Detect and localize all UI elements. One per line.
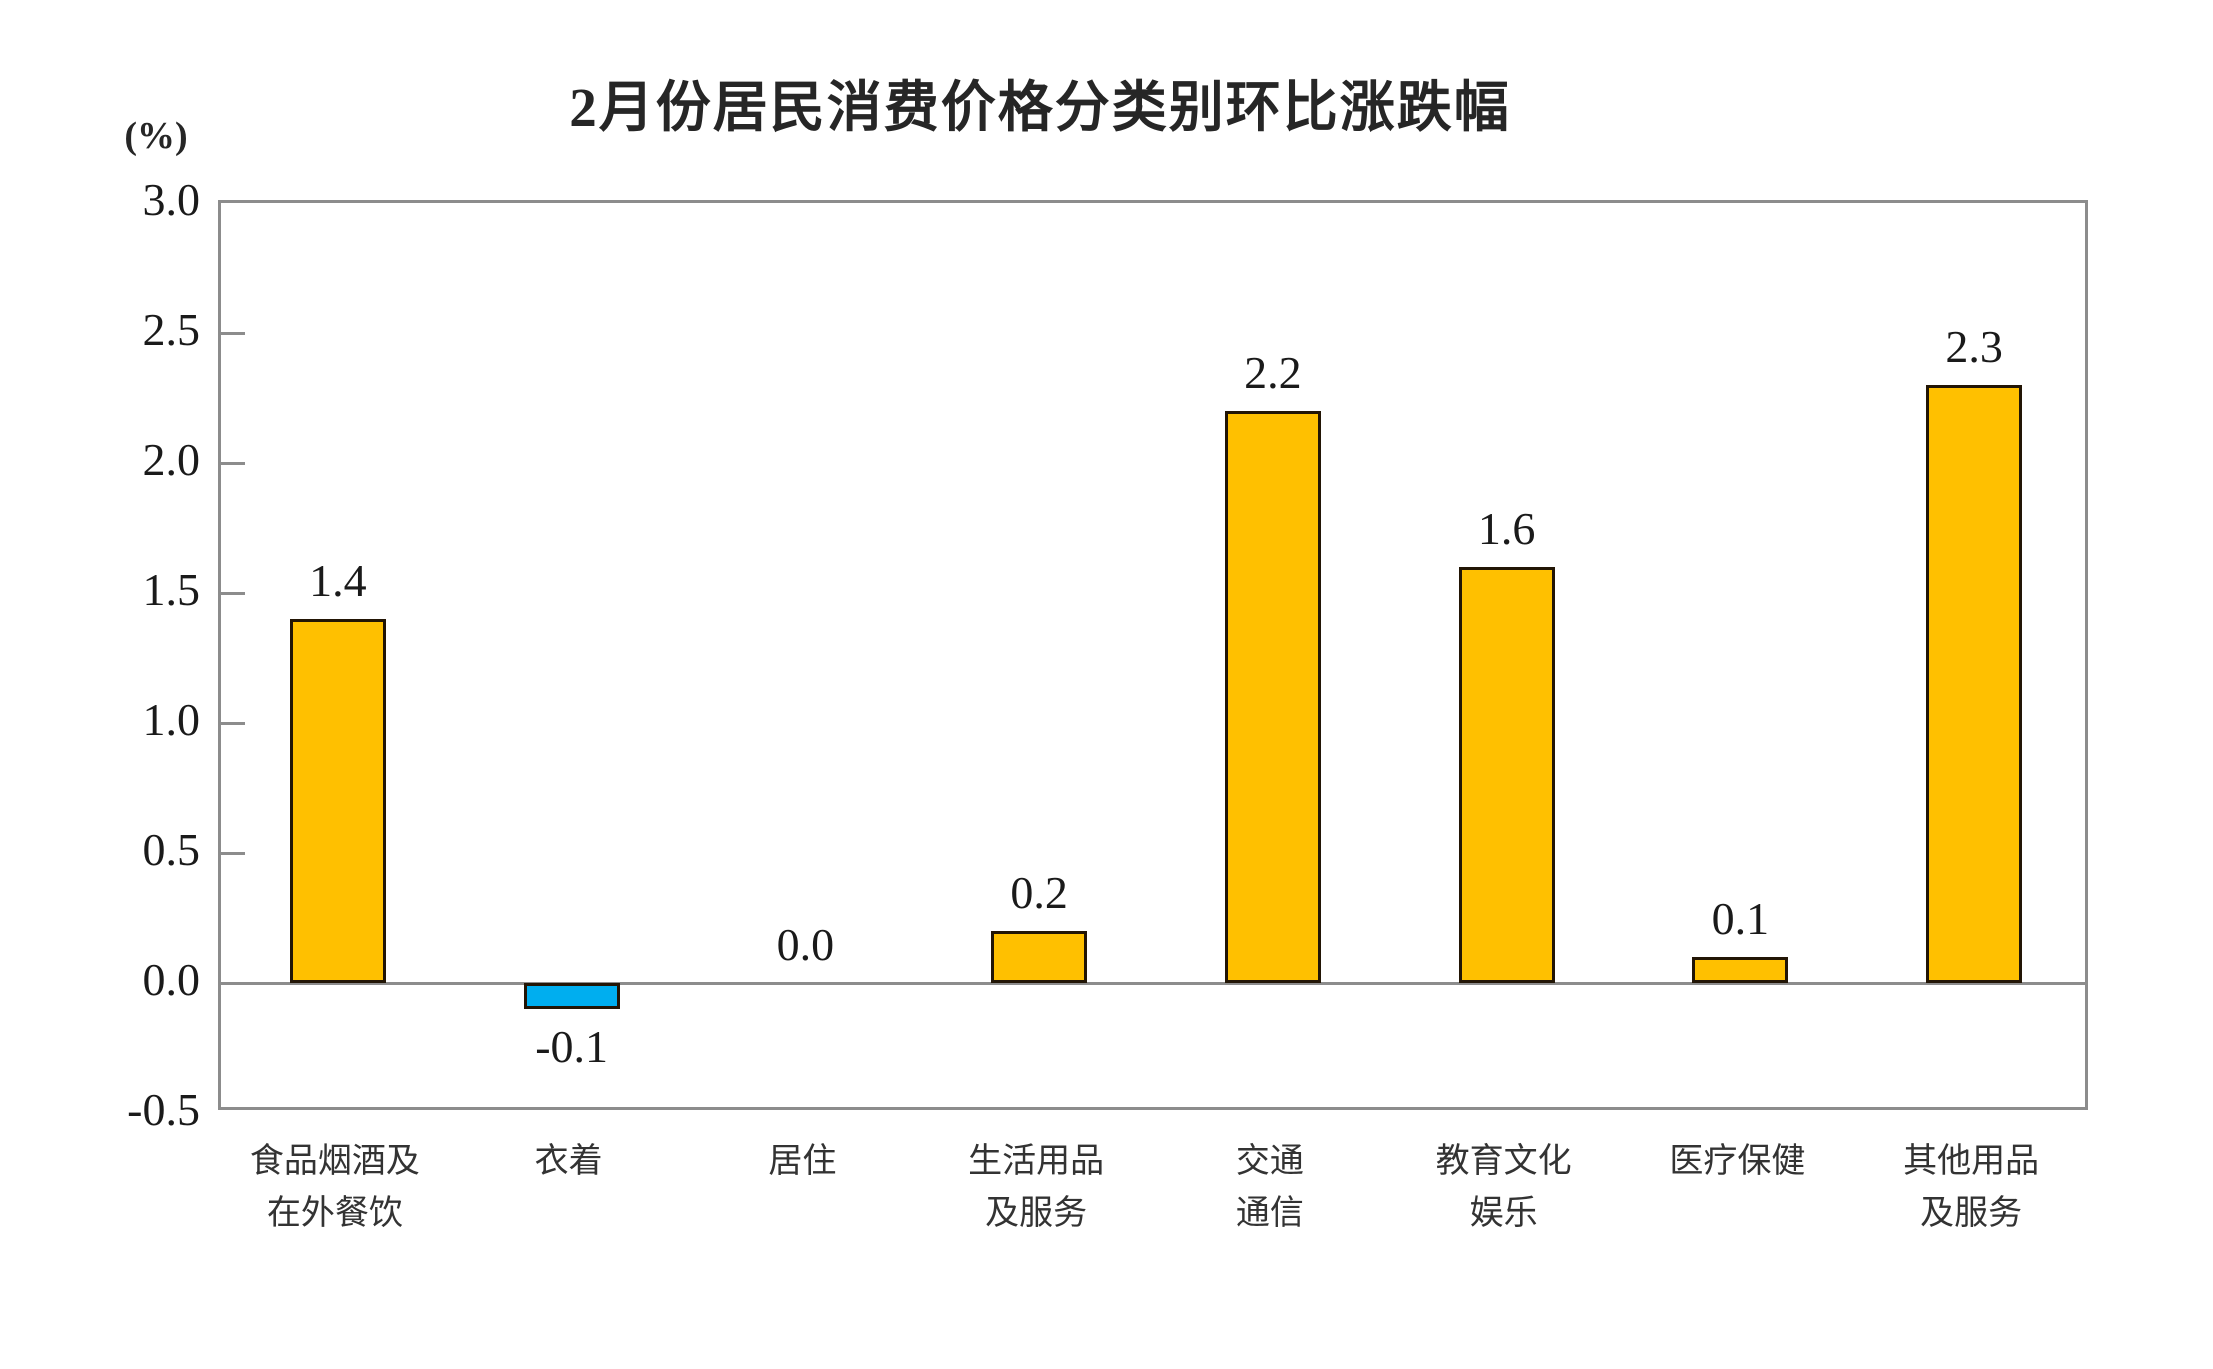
y-tick-label: -0.5	[127, 1084, 200, 1135]
chart-title: 2月份居民消费价格分类别环比涨跌幅	[569, 77, 1511, 138]
y-tick-label: 0.0	[142, 954, 201, 1005]
x-category-label-line: 教育文化	[1435, 1143, 1572, 1180]
bar	[1692, 957, 1789, 983]
x-category-label-line: 其他用品	[1903, 1143, 2040, 1180]
x-category-label: 衣着	[439, 1136, 699, 1188]
bar-value-label: 0.0	[776, 919, 835, 970]
y-tick-label: 1.5	[142, 564, 201, 615]
x-category-label-line: 在外餐饮	[266, 1195, 403, 1232]
x-category-label-line: 娱乐	[1469, 1195, 1538, 1232]
x-category-label-line: 交通	[1235, 1143, 1304, 1180]
y-tick	[221, 332, 245, 335]
bar-value-label: 2.2	[1244, 347, 1302, 398]
x-category-label-line: 通信	[1235, 1195, 1304, 1232]
x-category-label: 其他用品 及服务	[1841, 1136, 2101, 1240]
bar	[1458, 567, 1555, 983]
bar-value-label: 1.4	[309, 555, 367, 606]
bar-value-label: 2.3	[1945, 321, 2003, 372]
bar-value-label: -0.1	[535, 1021, 609, 1072]
x-category-label: 教育文化 娱乐	[1374, 1136, 1634, 1240]
x-category-label-line: 生活用品	[968, 1143, 1105, 1180]
bar	[523, 983, 620, 1009]
bar	[1224, 411, 1321, 983]
zero-gridline	[221, 982, 2085, 985]
bar	[289, 619, 386, 983]
x-category-label: 医疗保健	[1607, 1136, 1867, 1188]
y-tick-label: 0.5	[142, 824, 201, 875]
bar	[1926, 385, 2023, 983]
bar-value-label: 0.2	[1010, 867, 1068, 918]
plot-area: 1.4 -0.1 0.0 0.2 2.2 1.6 0.1 2.3	[218, 200, 2088, 1110]
x-category-label: 生活用品 及服务	[906, 1136, 1166, 1240]
x-category-label-line: 及服务	[985, 1195, 1088, 1232]
y-tick-label: 1.0	[142, 694, 201, 745]
x-category-label: 居住	[672, 1136, 932, 1188]
x-category-label: 食品烟酒及 在外餐饮	[205, 1136, 465, 1240]
x-category-label-line: 食品烟酒及	[249, 1143, 420, 1180]
y-axis-unit-label: (%)	[124, 115, 188, 157]
y-tick-label: 2.5	[142, 304, 201, 355]
x-category-label-line: 衣着	[534, 1143, 603, 1180]
x-category-label: 交通 通信	[1140, 1136, 1400, 1240]
y-tick	[221, 462, 245, 465]
x-category-label-line: 及服务	[1920, 1195, 2023, 1232]
y-tick-label: 2.0	[142, 434, 201, 485]
y-tick	[221, 722, 245, 725]
y-tick	[221, 852, 245, 855]
x-category-label-line: 居住	[768, 1143, 837, 1180]
y-tick	[221, 592, 245, 595]
bar	[991, 931, 1088, 983]
bar-value-label: 1.6	[1477, 503, 1536, 554]
bar-value-label: 0.1	[1711, 893, 1770, 944]
y-tick-label: 3.0	[142, 174, 201, 225]
x-category-label-line: 医疗保健	[1669, 1143, 1806, 1180]
